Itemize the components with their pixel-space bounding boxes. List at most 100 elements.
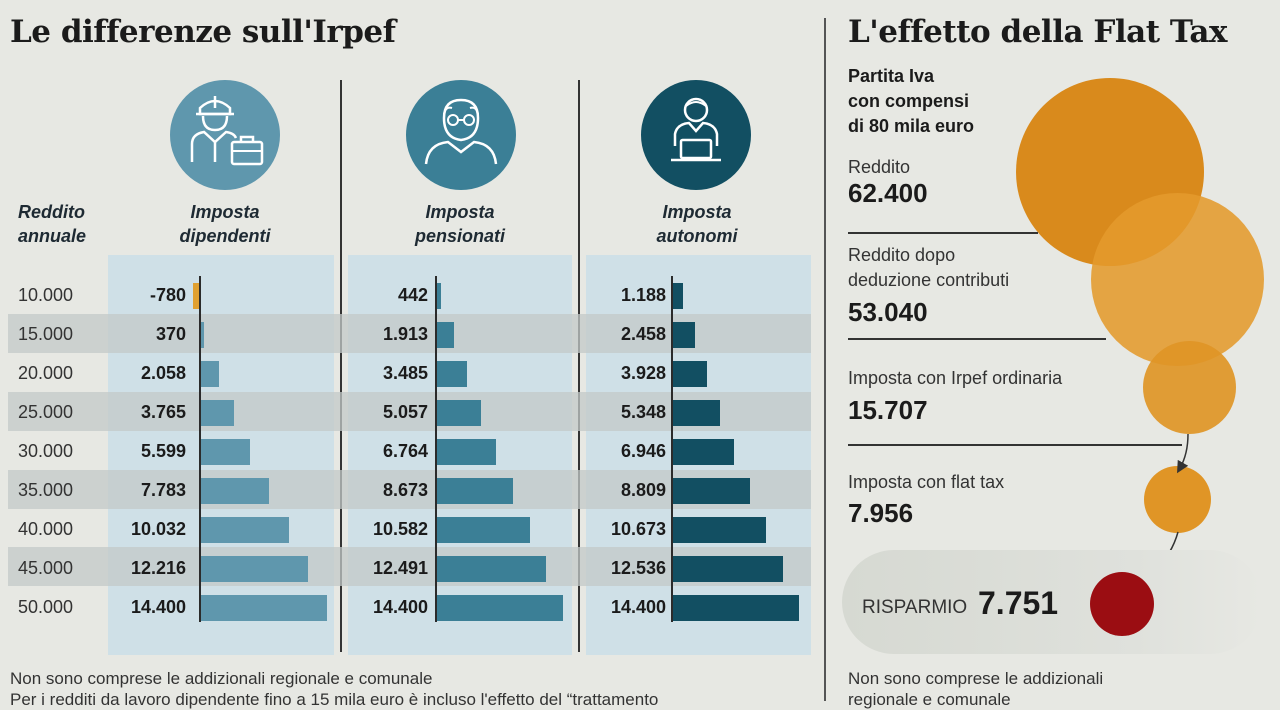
data-label: 12.491 — [372, 558, 428, 578]
bar — [437, 322, 454, 348]
saving-label: RISPARMIO — [862, 597, 968, 618]
bar — [201, 556, 308, 582]
left-footnote: Non sono comprese le addizionali regiona… — [10, 668, 820, 710]
pensioner-icon — [406, 80, 516, 190]
left-footnote-line: Non sono comprese le addizionali regiona… — [10, 669, 433, 688]
category-label: 35.000 — [18, 480, 74, 500]
data-label: 12.536 — [610, 558, 666, 578]
data-label: 5.348 — [620, 402, 666, 422]
data-label: 10.582 — [372, 519, 428, 539]
data-label: 6.946 — [620, 441, 666, 461]
header-line: dipendenti — [179, 226, 271, 246]
header-line: Imposta — [425, 202, 495, 222]
data-label: 442 — [397, 285, 428, 305]
bar — [201, 595, 327, 621]
saving-value: 7.751 — [978, 585, 1059, 621]
bubble-flat-tax — [1144, 466, 1211, 533]
bar — [201, 517, 289, 543]
header-line: autonomi — [656, 226, 738, 246]
bar — [673, 478, 751, 504]
bar — [437, 595, 563, 621]
data-label: 14.400 — [130, 597, 186, 617]
bar — [673, 595, 799, 621]
flat-tax-value: 7.956 — [848, 498, 914, 528]
category-label: 10.000 — [18, 285, 74, 305]
category-label: 25.000 — [18, 402, 74, 422]
data-label: 3.485 — [382, 363, 428, 383]
reddito-label: Reddito — [848, 157, 911, 177]
divider-main — [824, 18, 826, 701]
bar — [673, 283, 684, 309]
saving-box — [842, 550, 1262, 654]
data-label: 3.765 — [140, 402, 186, 422]
bar — [673, 556, 783, 582]
separator — [848, 444, 1182, 446]
right-footnote-line: regionale e comunale — [848, 690, 1011, 709]
category-label: 20.000 — [18, 363, 74, 383]
data-label: 14.400 — [610, 597, 666, 617]
right-title: L'effetto della Flat Tax — [848, 14, 1228, 50]
bar — [437, 478, 513, 504]
bar — [201, 439, 250, 465]
freelancer-icon — [641, 80, 751, 190]
bar — [437, 556, 547, 582]
data-label: 2.058 — [140, 363, 186, 383]
data-label: 1.188 — [620, 285, 666, 305]
category-label: 45.000 — [18, 558, 74, 578]
bar — [437, 400, 482, 426]
separator — [848, 338, 1106, 340]
header-line: Imposta — [190, 202, 260, 222]
bubble-reddito-dopo-deduzione — [1091, 193, 1264, 366]
irpef-ordinaria-value: 15.707 — [848, 395, 928, 425]
reddito-dopo-value: 53.040 — [848, 297, 928, 327]
bar — [437, 439, 497, 465]
reddito-dopo-label: Reddito dopo deduzione contributi — [848, 245, 1010, 290]
bar — [437, 283, 441, 309]
divider-1 — [340, 80, 342, 652]
bar — [673, 400, 720, 426]
data-label: 8.809 — [620, 480, 666, 500]
bubble-risparmio — [1090, 572, 1154, 636]
header-line: Imposta — [662, 202, 732, 222]
data-label: 2.458 — [620, 324, 666, 344]
bar — [673, 439, 734, 465]
worker-icon — [170, 80, 280, 190]
bar — [201, 322, 205, 348]
data-label: 10.032 — [130, 519, 186, 539]
data-label: 5.057 — [382, 402, 428, 422]
category-label: 40.000 — [18, 519, 74, 539]
bar — [201, 478, 270, 504]
bubble-irpef-ordinaria — [1143, 341, 1236, 434]
bar — [673, 517, 767, 543]
row-header: Reddito annuale — [18, 200, 128, 248]
bar — [192, 283, 199, 309]
data-label: 10.673 — [610, 519, 666, 539]
category-label: 50.000 — [18, 597, 74, 617]
category-label: 15.000 — [18, 324, 74, 344]
right-subtitle: Partita Iva con compensi di 80 mila euro — [848, 66, 975, 136]
bar — [201, 400, 234, 426]
header-dipendenti: Imposta dipendenti — [125, 200, 325, 248]
bar — [437, 361, 468, 387]
bar — [437, 517, 530, 543]
category-label: 30.000 — [18, 441, 74, 461]
data-label: 5.599 — [140, 441, 186, 461]
axis-pensionati — [435, 276, 437, 622]
data-label: 12.216 — [130, 558, 186, 578]
header-autonomi: Imposta autonomi — [597, 200, 797, 248]
reddito-value: 62.400 — [848, 178, 928, 208]
separator — [848, 232, 1038, 234]
header-pensionati: Imposta pensionati — [360, 200, 560, 248]
axis-autonomi — [671, 276, 673, 622]
data-label: 14.400 — [372, 597, 428, 617]
data-label: 8.673 — [382, 480, 428, 500]
bar — [673, 322, 695, 348]
row-header-line2: annuale — [18, 226, 87, 246]
divider-2 — [578, 80, 580, 652]
row-header-line1: Reddito — [18, 202, 85, 222]
bar — [201, 361, 219, 387]
left-footnote-line: Per i redditi da lavoro dipendente fino … — [10, 690, 659, 709]
left-title: Le differenze sull'Irpef — [10, 14, 396, 50]
bar — [673, 361, 708, 387]
axis-dipendenti — [199, 276, 201, 622]
